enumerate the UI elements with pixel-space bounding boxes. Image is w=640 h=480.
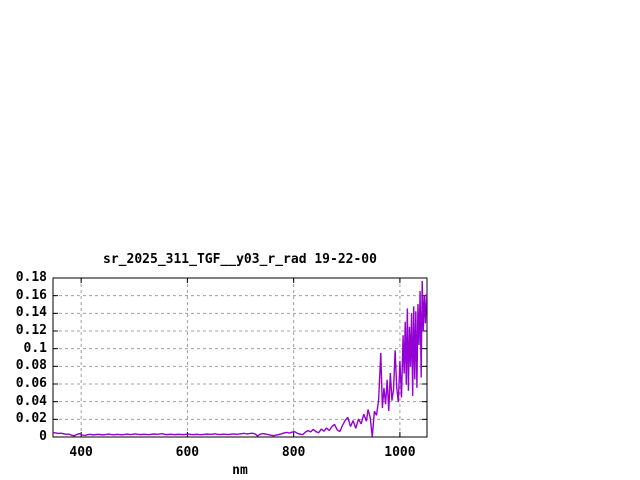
y-tick-label: 0.06 <box>15 376 47 391</box>
y-tick-label: 0.04 <box>15 393 47 409</box>
y-tick-label: 0.08 <box>15 358 47 374</box>
chart-title: sr_2025_311_TGF__y03_r_rad 19-22-00 <box>103 252 377 267</box>
y-tick-label: 0.18 <box>15 270 47 285</box>
y-tick-label: 0.1 <box>23 340 47 356</box>
plot-frame <box>52 277 428 438</box>
x-tick-label: 600 <box>175 445 200 460</box>
y-tick-label: 0 <box>39 429 47 444</box>
x-tick-label: 400 <box>69 445 93 460</box>
x-axis-label: nm <box>232 463 248 478</box>
x-tick-label: 800 <box>281 445 306 460</box>
y-tick-label: 0.12 <box>15 323 47 338</box>
spectrum-line <box>52 280 428 437</box>
x-tick-label: 1000 <box>384 445 416 460</box>
y-tick-label: 0.16 <box>15 287 47 303</box>
y-tick-label: 0.14 <box>15 305 47 321</box>
y-tick-label: 0.02 <box>15 411 47 427</box>
